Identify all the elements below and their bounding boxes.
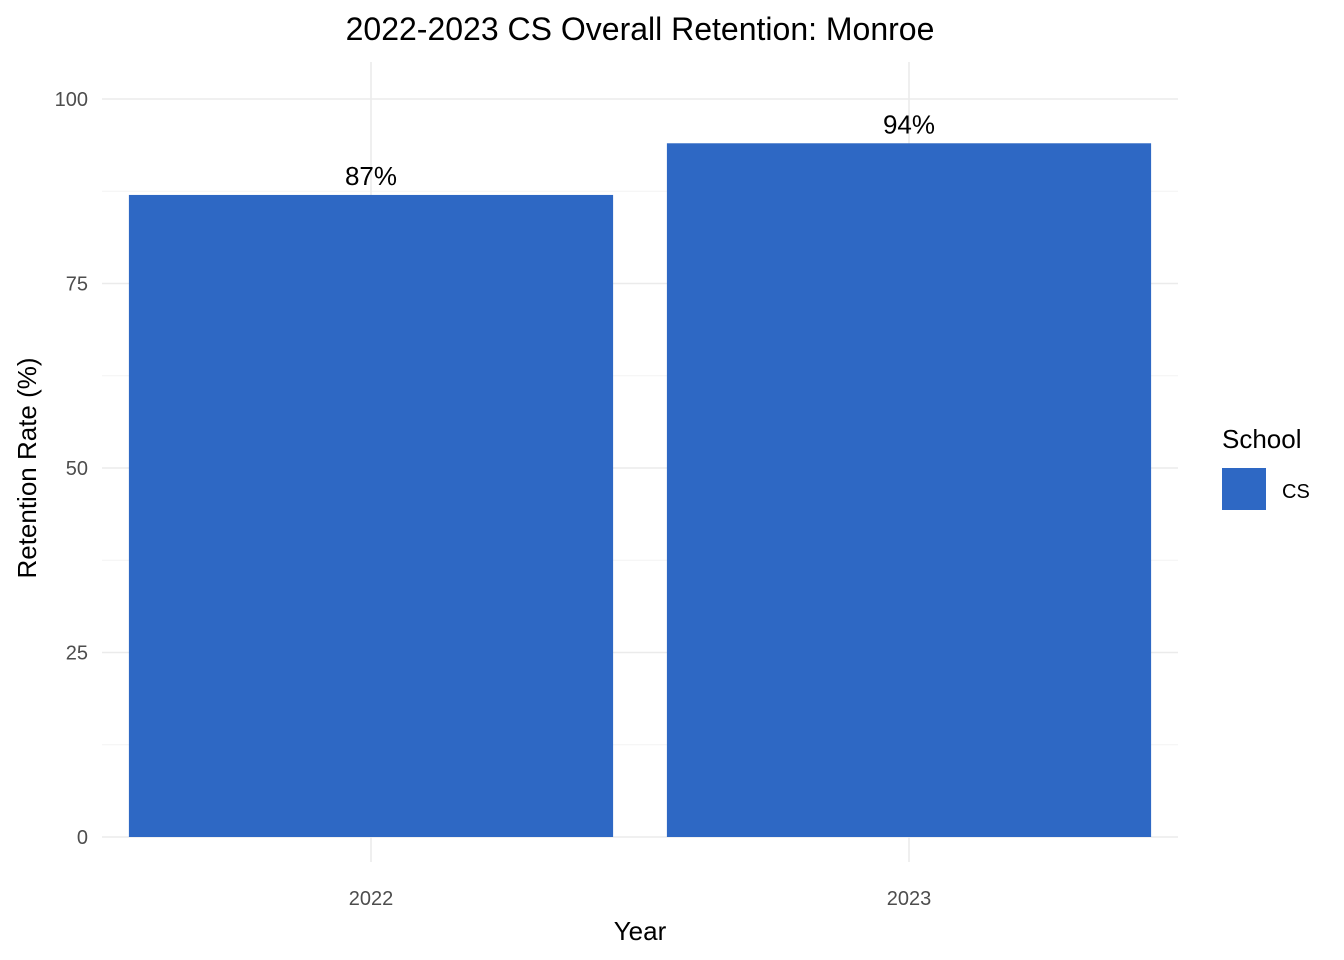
chart-title: 2022-2023 CS Overall Retention: Monroe [346, 11, 935, 47]
bar-2022 [128, 194, 614, 837]
data-label-2022: 87% [345, 161, 397, 191]
x-axis-title: Year [614, 916, 667, 946]
legend: School CS [1222, 424, 1310, 510]
y-tick-label: 100 [55, 89, 88, 111]
legend-key-cs [1222, 468, 1266, 510]
y-tick-label: 25 [66, 643, 88, 665]
y-tick-label: 75 [66, 274, 88, 296]
x-tick-label: 2023 [887, 888, 932, 910]
data-label-2023: 94% [883, 109, 935, 139]
x-axis-ticks: 2022 2023 [349, 888, 932, 910]
data-labels: 87% 94% [345, 109, 935, 191]
bar-2023 [666, 143, 1152, 837]
x-tick-label: 2022 [349, 888, 394, 910]
y-tick-label: 50 [66, 458, 88, 480]
legend-label-cs: CS [1282, 481, 1310, 503]
y-tick-label: 0 [77, 827, 88, 849]
legend-title: School [1222, 424, 1302, 454]
y-axis-title: Retention Rate (%) [12, 357, 42, 578]
y-axis-ticks: 0 25 50 75 100 [55, 89, 88, 849]
bars [128, 143, 1152, 837]
